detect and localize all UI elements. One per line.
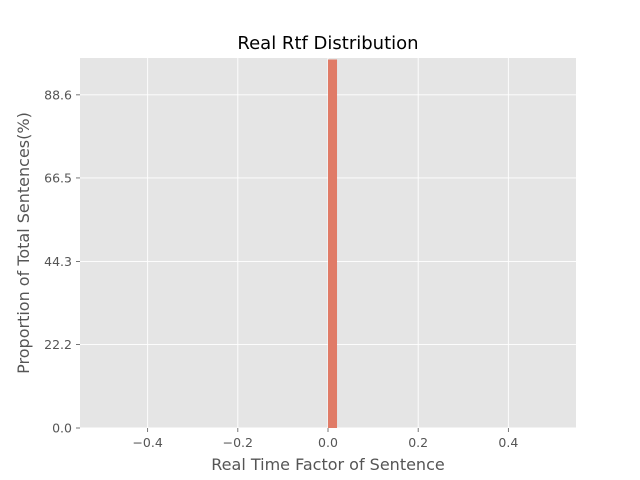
x-tick-label: 0.4 bbox=[498, 435, 518, 450]
y-tick-label: 44.3 bbox=[44, 254, 72, 269]
y-axis-label: Proportion of Total Sentences(%) bbox=[14, 112, 33, 374]
bars bbox=[328, 59, 338, 429]
bar bbox=[328, 59, 338, 429]
x-tick-label: 0.2 bbox=[408, 435, 428, 450]
x-axis-ticks: −0.4 −0.2 0.0 0.2 0.4 bbox=[132, 428, 518, 450]
chart-title: Real Rtf Distribution bbox=[237, 33, 418, 54]
x-axis-label: Real Time Factor of Sentence bbox=[211, 455, 444, 474]
y-tick-label: 22.2 bbox=[44, 337, 72, 352]
y-tick-label: 66.5 bbox=[44, 170, 72, 185]
x-tick-label: 0.0 bbox=[318, 435, 338, 450]
y-tick-label: 0.0 bbox=[52, 421, 72, 436]
x-tick-label: −0.2 bbox=[223, 435, 253, 450]
x-tick-label: −0.4 bbox=[132, 435, 162, 450]
y-tick-label: 88.6 bbox=[44, 87, 72, 102]
y-axis-ticks: 0.0 22.2 44.3 66.5 88.6 bbox=[44, 87, 80, 436]
